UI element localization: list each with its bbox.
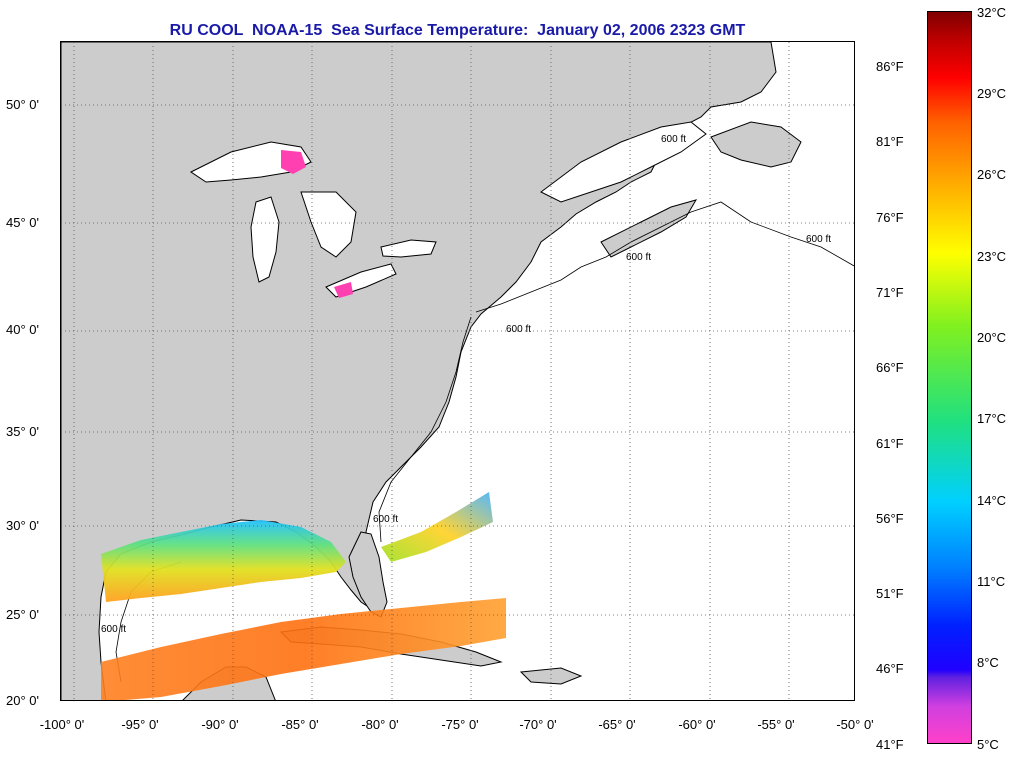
lon-label-90: -90° 0' [201, 717, 239, 732]
colorbar-f-label: 41°F [876, 737, 904, 752]
contour-label: 600 ft [661, 134, 686, 145]
lake-huron [300, 191, 357, 258]
colorbar-c-label: 17°C [977, 411, 1007, 426]
lake-ontario [380, 239, 437, 258]
lon-label-95: -95° 0' [121, 717, 159, 732]
colorbar-f-label: 46°F [876, 661, 904, 676]
land-nova-scotia [600, 199, 698, 258]
sst-map: 600 ft 600 ft 600 ft 600 ft 600 ft 600 f… [60, 41, 855, 701]
colorbar-c-label: 29°C [977, 86, 1007, 101]
lat-label-30: 30° 0' [6, 518, 39, 533]
contour-label: 600 ft [626, 252, 651, 263]
colorbar-c-label: 14°C [977, 493, 1007, 508]
colorbar-f-label: 61°F [876, 436, 904, 451]
lat-label-45: 45° 0' [6, 215, 39, 230]
sst-lake-erie [334, 282, 353, 298]
lat-label-40: 40° 0' [6, 322, 39, 337]
sst-atlantic-band [381, 492, 493, 562]
land-newfoundland [710, 121, 802, 168]
colorbar-f-label: 66°F [876, 360, 904, 375]
temperature-colorbar [927, 11, 972, 744]
lon-label-75: -75° 0' [441, 717, 479, 732]
map-grid [61, 42, 854, 700]
contour-label: 600 ft [373, 514, 398, 525]
lat-label-20: 20° 0' [6, 693, 39, 708]
contour-label: 600 ft [506, 324, 531, 335]
colorbar-f-label: 56°F [876, 511, 904, 526]
land-hispaniola [519, 667, 583, 685]
colorbar-f-label: 71°F [876, 285, 904, 300]
lat-label-25: 25° 0' [6, 607, 39, 622]
colorbar-c-label: 5°C [977, 737, 999, 752]
contour-label: 600 ft [806, 234, 831, 245]
colorbar-c-label: 20°C [977, 330, 1007, 345]
colorbar-f-label: 76°F [876, 210, 904, 225]
map-canvas: 600 ft 600 ft 600 ft 600 ft 600 ft 600 f… [61, 42, 854, 700]
colorbar-f-label: 81°F [876, 134, 904, 149]
colorbar-c-label: 23°C [977, 249, 1007, 264]
lake-michigan [250, 196, 280, 283]
lon-label-85: -85° 0' [281, 717, 319, 732]
lon-label-100: -100° 0' [39, 717, 85, 732]
colorbar-f-label: 86°F [876, 59, 904, 74]
lon-label-55: -55° 0' [757, 717, 795, 732]
lon-label-60: -60° 0' [678, 717, 716, 732]
land-florida [348, 531, 388, 618]
colorbar-c-label: 8°C [977, 655, 999, 670]
sst-gulf-south [101, 598, 506, 700]
water-st-lawrence [540, 121, 707, 203]
lat-label-50: 50° 0' [6, 97, 39, 112]
lon-label-80: -80° 0' [361, 717, 399, 732]
colorbar-c-label: 11°C [977, 574, 1006, 589]
colorbar-c-label: 32°C [977, 5, 1007, 20]
sst-gulf-north [101, 520, 346, 602]
colorbar-c-label: 26°C [977, 167, 1007, 182]
sst-lake-superior [281, 150, 306, 174]
colorbar-f-label: 51°F [876, 586, 904, 601]
lon-label-65: -65° 0' [598, 717, 636, 732]
contour-label: 600 ft [101, 624, 126, 635]
lat-label-35: 35° 0' [6, 424, 39, 439]
lon-label-50: -50° 0' [836, 717, 874, 732]
lon-label-70: -70° 0' [519, 717, 557, 732]
map-title: RU COOL NOAA-15 Sea Surface Temperature:… [169, 22, 746, 39]
